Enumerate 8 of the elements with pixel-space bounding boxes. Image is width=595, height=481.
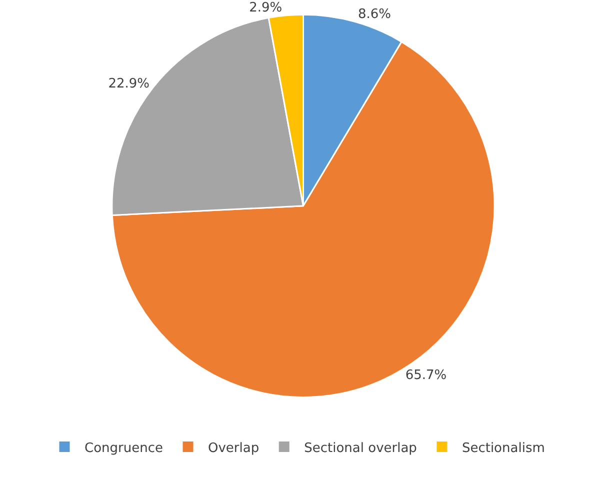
legend-label: Overlap [208, 440, 260, 456]
legend-label: Sectionalism [462, 440, 545, 456]
data-label: 8.6% [358, 7, 392, 22]
legend-label: Sectional overlap [304, 440, 417, 456]
data-label: 22.9% [108, 76, 150, 92]
data-label: 2.9% [249, 0, 282, 16]
legend-label: Congruence [84, 440, 163, 456]
data-label: 65.7% [405, 368, 447, 384]
